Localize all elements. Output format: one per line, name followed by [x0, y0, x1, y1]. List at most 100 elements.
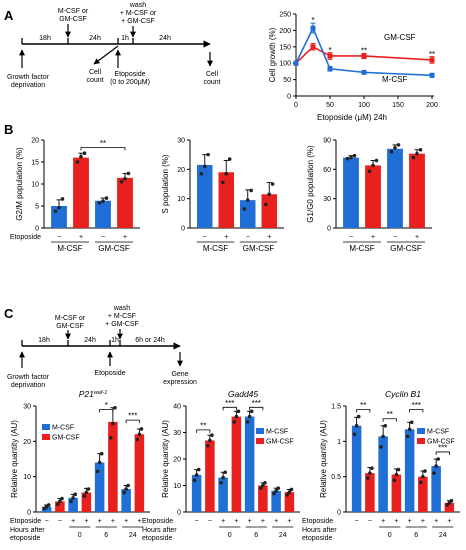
replicate-point	[95, 469, 100, 474]
timeline-c-mcsf-label-1: M-CSF or	[55, 315, 86, 322]
replicate-point	[267, 192, 272, 197]
data-point-gmcsf	[361, 53, 367, 59]
replicate-point	[126, 483, 131, 488]
timeline-c-1h: 1h	[111, 337, 119, 344]
timeline-c-etoposide: Etoposide	[94, 370, 125, 377]
bar	[73, 157, 89, 228]
replicate-point	[113, 405, 117, 410]
etoposide-row-label: Etoposide	[142, 518, 173, 525]
group-label-gmcsf: GM-CSF	[243, 244, 275, 253]
y-tick-label: 250	[279, 12, 291, 19]
timeline-a-wash-label-2: + M-CSF or	[120, 10, 157, 17]
legend-swatch-mcsf	[42, 424, 50, 430]
significance-star: **	[387, 410, 393, 419]
replicate-point	[46, 503, 51, 507]
bar	[41, 506, 52, 512]
timeline-c-18h: 18h	[38, 337, 50, 344]
etoposide-sign: −	[349, 234, 353, 241]
bar	[271, 490, 281, 512]
replicate-point	[365, 476, 370, 480]
y-tick-label: 50	[283, 77, 291, 84]
timeline-a-count1-1: Cell	[89, 69, 102, 76]
x-tick-label: 0	[294, 102, 298, 109]
significance-star: *	[328, 46, 331, 55]
bar	[68, 497, 78, 512]
y-tick-label: 60	[323, 167, 331, 174]
etoposide-sign: +	[137, 518, 141, 525]
hours-row-label-2: etoposide	[10, 535, 40, 542]
x-tick-label: 50	[326, 102, 334, 109]
y-tick-label: 150	[279, 44, 291, 51]
etoposide-sign: +	[415, 234, 419, 241]
timeline-c-expression-2: expression	[163, 379, 197, 386]
panel-label-c: C	[4, 306, 14, 321]
etoposide-sign: +	[408, 518, 412, 525]
replicate-point	[97, 460, 102, 465]
gene-title: Cyclin B1	[385, 389, 421, 399]
replicate-point	[97, 201, 102, 205]
timeline-a-count2-1: Cell	[206, 71, 219, 78]
data-point-mcsf	[429, 72, 435, 78]
etoposide-sign: −	[195, 518, 199, 525]
replicate-point	[69, 499, 73, 504]
hours-row-label-2: etoposide	[302, 535, 332, 542]
hours-value: 6	[104, 532, 108, 539]
replicate-point	[73, 492, 78, 497]
etoposide-sign: +	[221, 518, 225, 525]
replicate-point	[227, 157, 232, 161]
significance-star: **	[429, 50, 435, 59]
bar	[81, 492, 92, 512]
timeline-a-etoposide-2: (0 to 200μM)	[110, 79, 150, 86]
replicate-point	[249, 188, 253, 193]
replicate-point	[421, 474, 425, 479]
replicate-point	[245, 420, 250, 424]
legend-swatch-gmcsf	[256, 438, 264, 444]
timeline-c-wash-label-2: + M-CSF	[108, 313, 136, 320]
replicate-point	[407, 427, 412, 432]
hours-value: 0	[388, 532, 392, 539]
replicate-point	[122, 490, 126, 495]
replicate-point	[345, 156, 350, 161]
replicate-point	[79, 154, 83, 159]
replicate-point	[139, 427, 144, 431]
significance-bracket	[409, 409, 424, 413]
y-tick-label: 0	[35, 226, 39, 233]
etoposide-sign: +	[98, 518, 102, 525]
chart-s-phase: 0 10 20 30 S population (%) − + − + M-CSF GM-CSF	[161, 138, 284, 253]
legend-label-gmcsf: GM-CSF	[52, 435, 80, 442]
replicate-point	[202, 164, 207, 169]
replicate-point	[393, 146, 397, 150]
group-label-gmcsf: GM-CSF	[98, 244, 130, 253]
y-tick-label: 40	[173, 404, 181, 411]
bar	[95, 200, 111, 228]
etoposide-sign: +	[84, 518, 88, 525]
timeline-a-18h: 18h	[39, 35, 51, 42]
etoposide-sign: +	[111, 518, 115, 525]
replicate-point	[249, 409, 254, 414]
y-axis-title: G1/G0 population (%)	[306, 145, 315, 223]
y-tick-label: 10	[173, 483, 181, 490]
bar	[365, 473, 375, 512]
significance-bracket	[196, 429, 211, 433]
etoposide-sign: −	[58, 518, 62, 525]
significance-star: *	[105, 401, 108, 410]
legend-label-mcsf: M-CSF	[52, 425, 74, 432]
timeline-c-deprivation-1: Growth factor	[7, 374, 50, 381]
bar	[244, 416, 255, 512]
replicate-point	[449, 498, 454, 503]
replicate-point	[374, 158, 379, 163]
data-point-mcsf	[327, 66, 333, 72]
replicate-point	[126, 171, 131, 176]
hours-row-label-1: Hours after	[302, 527, 337, 534]
replicate-point	[274, 489, 278, 493]
timeline-a-mcsf-label-1: M-CSF or	[58, 8, 89, 15]
y-tick-label: 0	[327, 226, 331, 233]
etoposide-sign: +	[79, 234, 83, 241]
replicate-point	[53, 209, 58, 214]
legend-swatch-mcsf	[256, 428, 264, 434]
replicate-point	[84, 490, 89, 495]
replicate-point	[415, 151, 419, 156]
bar	[117, 177, 133, 228]
timeline-c-mcsf-label-2: GM-CSF	[56, 323, 84, 330]
replicate-point	[104, 196, 109, 200]
